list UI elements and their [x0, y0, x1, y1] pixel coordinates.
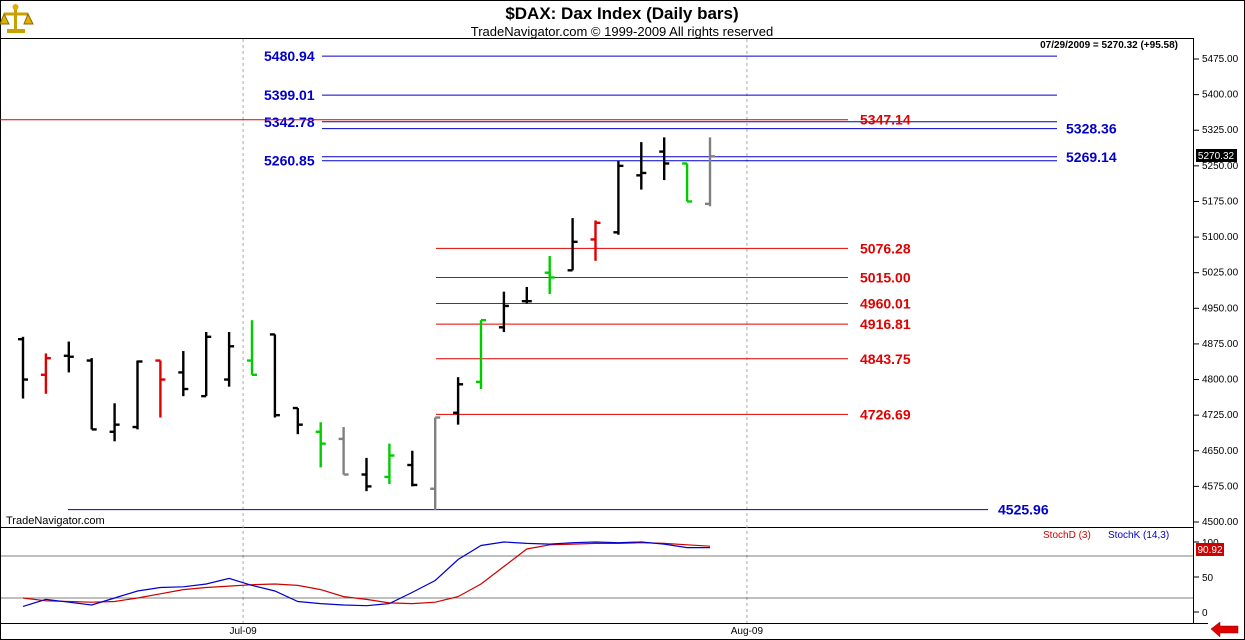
- chart-subtitle: TradeNavigator.com © 1999-2009 All right…: [471, 24, 773, 39]
- ohlc-bar: [567, 218, 578, 272]
- level-label: 5328.36: [1066, 121, 1117, 137]
- ohlc-bar: [705, 137, 715, 207]
- ohlc-bar: [63, 341, 74, 373]
- ohlc-bar: [430, 416, 441, 511]
- level-label: 5480.94: [264, 48, 315, 64]
- level-label: 5347.14: [860, 112, 911, 128]
- ohlc-bar: [132, 360, 143, 430]
- y-tick-label: 4800.00: [1202, 375, 1239, 386]
- level-label: 4726.69: [860, 406, 911, 422]
- grid-layer: [242, 39, 748, 623]
- legend-stochd: StochD (3): [1043, 530, 1091, 541]
- y-tick-label: 4950.00: [1202, 303, 1239, 314]
- ohlc-bar: [86, 358, 97, 431]
- ohlc-bar: [292, 406, 303, 435]
- ohlc-bar: [109, 403, 120, 442]
- y-tick-label: 5475.00: [1202, 54, 1239, 65]
- y-tick-label: 4875.00: [1202, 339, 1239, 350]
- ohlc-bar: [40, 353, 51, 394]
- x-tick-label: Jul-09: [229, 626, 257, 637]
- ohlc-bar: [476, 318, 486, 390]
- ohlc-bar: [590, 220, 601, 261]
- ohlc-bar: [315, 422, 326, 468]
- stoch-series-line: [22, 542, 711, 605]
- y-tick-label: 5025.00: [1202, 268, 1239, 279]
- ohlc-bar: [384, 443, 395, 485]
- level-label: 5260.85: [264, 153, 315, 169]
- axis-layer: Jul-09 Aug-09 4500.00 4575.00 4650.00 4725.00…: [229, 54, 1238, 637]
- ohlc-bar: [682, 162, 693, 203]
- ohlc-bar: [201, 332, 212, 398]
- y-tick-label: 4650.00: [1202, 446, 1239, 457]
- stoch-tick-label: 0: [1202, 608, 1208, 619]
- ohlc-bar: [407, 450, 418, 487]
- ohlc-bar: [224, 332, 235, 387]
- y-tick-label: 5100.00: [1202, 232, 1239, 243]
- level-label: 4525.96: [998, 502, 1049, 518]
- last-price-label: 5270.32: [1198, 151, 1235, 162]
- watermark: TradeNavigator.com: [6, 515, 105, 527]
- level-layer: 5480.94 5399.01 5342.78 5347.14 5328.36 5269.…: [0, 48, 1117, 518]
- ohlc-bar: [155, 359, 166, 418]
- legend-stochk: StochK (14,3): [1108, 530, 1169, 541]
- ohlc-bar: [269, 333, 280, 418]
- y-tick-label: 5250.00: [1202, 161, 1239, 172]
- stoch-layer: 050100: [0, 538, 1219, 619]
- level-label: 5342.78: [264, 114, 315, 130]
- level-label: 4960.01: [860, 296, 911, 312]
- level-label: 5269.14: [1066, 149, 1117, 165]
- ohlc-bar: [18, 336, 28, 399]
- ohlc-bar: [361, 457, 372, 492]
- scales-icon: [0, 4, 34, 33]
- y-tick-label: 5175.00: [1202, 196, 1239, 207]
- x-tick-label: Aug-09: [731, 626, 764, 637]
- ohlc-bar: [659, 137, 670, 181]
- stoch-series-line: [22, 541, 710, 607]
- y-tick-label: 4500.00: [1202, 517, 1239, 528]
- last-price-box: [1196, 149, 1237, 162]
- stoch-tick-label: 50: [1202, 573, 1214, 584]
- level-label: 5076.28: [860, 240, 911, 256]
- ohlc-bar: [636, 142, 647, 190]
- ohlc-bar: [247, 320, 257, 376]
- bar-layer: [18, 137, 715, 511]
- ohlc-bar: [178, 351, 189, 397]
- level-label: 4916.81: [860, 316, 911, 332]
- ohlc-bar: [521, 286, 532, 304]
- chart-title: $DAX: Dax Index (Daily bars): [505, 4, 738, 23]
- level-label: 4843.75: [860, 351, 911, 367]
- ohlc-bar: [453, 377, 464, 425]
- stoch-last-label: 90.92: [1197, 545, 1222, 556]
- y-tick-label: 5400.00: [1202, 90, 1239, 101]
- ohlc-bar: [544, 256, 555, 295]
- ohlc-bar: [338, 427, 349, 476]
- y-tick-label: 4575.00: [1202, 481, 1239, 492]
- left-arrow-icon[interactable]: [1208, 621, 1244, 639]
- quote-readout: 07/29/2009 = 5270.32 (+95.58): [1040, 40, 1178, 51]
- ohlc-bar: [613, 161, 624, 235]
- level-label: 5015.00: [860, 269, 911, 285]
- level-label: 5399.01: [264, 87, 315, 103]
- stoch-last-box: [1196, 543, 1224, 556]
- ohlc-bar: [498, 291, 509, 333]
- y-tick-label: 4725.00: [1202, 410, 1239, 421]
- y-tick-label: 5325.00: [1202, 125, 1239, 136]
